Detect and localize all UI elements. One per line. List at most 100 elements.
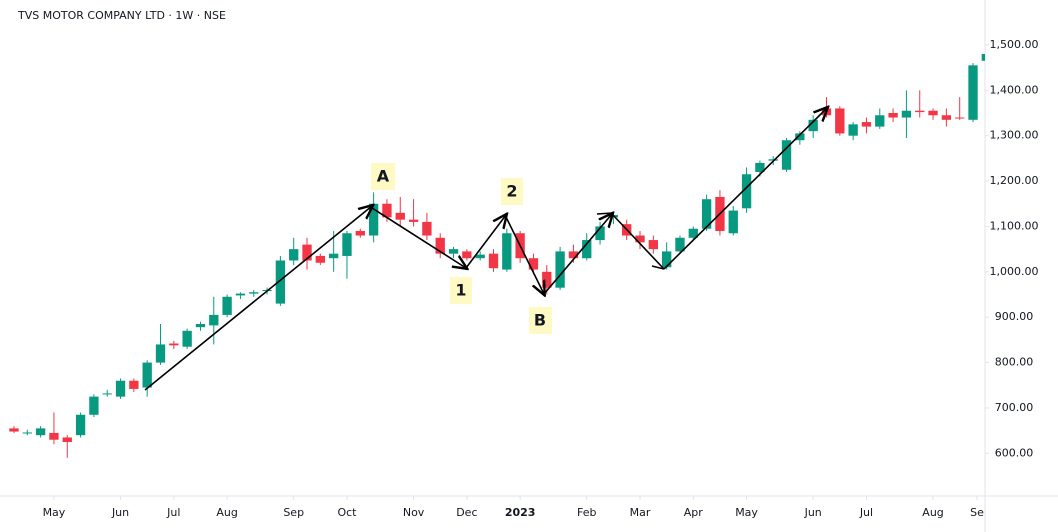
candle-body <box>555 251 565 288</box>
candle-body <box>75 414 86 436</box>
candle-body <box>595 226 605 241</box>
arrow <box>611 213 665 270</box>
annotation-bg <box>450 277 472 304</box>
candle-body <box>861 122 872 127</box>
x-tick-label: Nov <box>403 506 425 519</box>
y-tick-label: 800.00 <box>995 356 1034 369</box>
x-tick-label: Feb <box>577 506 596 519</box>
x-tick-label: Se <box>970 506 984 519</box>
candle-body <box>195 324 206 328</box>
arrow <box>144 206 372 391</box>
y-tick-label: 1,300.00 <box>990 129 1039 142</box>
candle-body <box>741 174 752 209</box>
arrow <box>465 215 506 269</box>
candle-body <box>89 396 99 415</box>
candle-body <box>875 115 885 127</box>
annotation: 2 <box>506 182 517 201</box>
x-tick-label: Apr <box>684 506 704 519</box>
candle-body <box>155 344 166 363</box>
candle-body <box>661 251 672 268</box>
candle-body <box>488 253 499 269</box>
candle-body <box>542 271 552 288</box>
x-tick-label: Jun <box>111 506 129 519</box>
annotation-bg <box>501 178 523 205</box>
candle-body <box>328 253 339 259</box>
wave-arrows <box>144 108 827 391</box>
y-tick-label: 600.00 <box>995 446 1034 459</box>
candle-body <box>249 292 259 294</box>
candle-body <box>675 237 685 252</box>
candle-body <box>102 393 112 395</box>
annotation-bg <box>529 307 552 334</box>
arrow <box>371 207 466 268</box>
y-tick-label: 1,200.00 <box>990 174 1039 187</box>
candle-body <box>981 54 985 61</box>
candle-body <box>688 228 698 238</box>
candle-body <box>289 249 299 261</box>
candle-body <box>701 199 712 229</box>
candle-body <box>368 203 379 236</box>
candle-body <box>848 124 858 136</box>
candle-body <box>422 221 432 236</box>
candle-body <box>209 314 219 326</box>
x-tick-label: Aug <box>922 506 943 519</box>
candle-body <box>22 432 32 434</box>
candle-body <box>781 140 792 170</box>
candle-body <box>648 240 658 250</box>
candle-body <box>182 330 192 347</box>
annotation-bg <box>371 163 395 190</box>
candle-body <box>475 254 485 259</box>
candle-body <box>635 235 645 243</box>
x-tick-label: Dec <box>456 506 477 519</box>
candle-body <box>755 162 765 172</box>
candle-body <box>49 432 59 440</box>
candle-body <box>9 428 19 432</box>
y-tick-label: 1,500.00 <box>990 38 1039 51</box>
arrow <box>543 214 612 295</box>
candle-body <box>901 110 912 118</box>
candle-body <box>808 119 818 132</box>
candle-body <box>315 255 326 263</box>
candle-body <box>502 233 512 270</box>
candle-body <box>941 115 952 120</box>
candle-body <box>382 203 392 218</box>
x-tick-label: May <box>735 506 758 519</box>
x-tick-label: Mar <box>630 506 651 519</box>
annotation: A <box>377 167 390 186</box>
arrow <box>663 108 827 270</box>
x-tick-label: 2023 <box>505 506 536 519</box>
y-tick-label: 1,100.00 <box>990 219 1039 232</box>
candle-body <box>462 251 472 259</box>
candle-body <box>568 251 579 259</box>
candle-body <box>582 240 592 259</box>
candle-body <box>795 133 805 141</box>
x-tick-label: Sep <box>283 506 304 519</box>
candle-body <box>408 219 419 222</box>
annotation: B <box>534 311 546 330</box>
candle-body <box>142 362 152 388</box>
x-tick-label: May <box>43 506 66 519</box>
y-tick-label: 1,000.00 <box>990 265 1039 278</box>
candle-body <box>169 343 179 346</box>
y-tick-label: 700.00 <box>995 401 1034 414</box>
candle-body <box>275 260 286 304</box>
candle-body <box>115 380 126 397</box>
candle-body <box>915 110 925 113</box>
x-tick-label: Oct <box>337 506 357 519</box>
y-tick-label: 1,400.00 <box>990 83 1039 96</box>
candle-body <box>302 244 312 261</box>
plot <box>9 54 985 458</box>
candle-body <box>528 258 539 270</box>
annotation: 1 <box>455 281 466 300</box>
arrow <box>596 212 613 215</box>
arrow <box>651 265 665 270</box>
chart-title: TVS MOTOR COMPANY LTD · 1W · NSE <box>17 9 226 22</box>
candle-body <box>355 230 365 236</box>
candle-body <box>728 210 738 234</box>
candle-body <box>955 117 965 119</box>
y-tick-label: 900.00 <box>995 310 1034 323</box>
candle-body <box>222 296 232 315</box>
candle-body <box>342 233 352 256</box>
candle-body <box>235 293 246 296</box>
